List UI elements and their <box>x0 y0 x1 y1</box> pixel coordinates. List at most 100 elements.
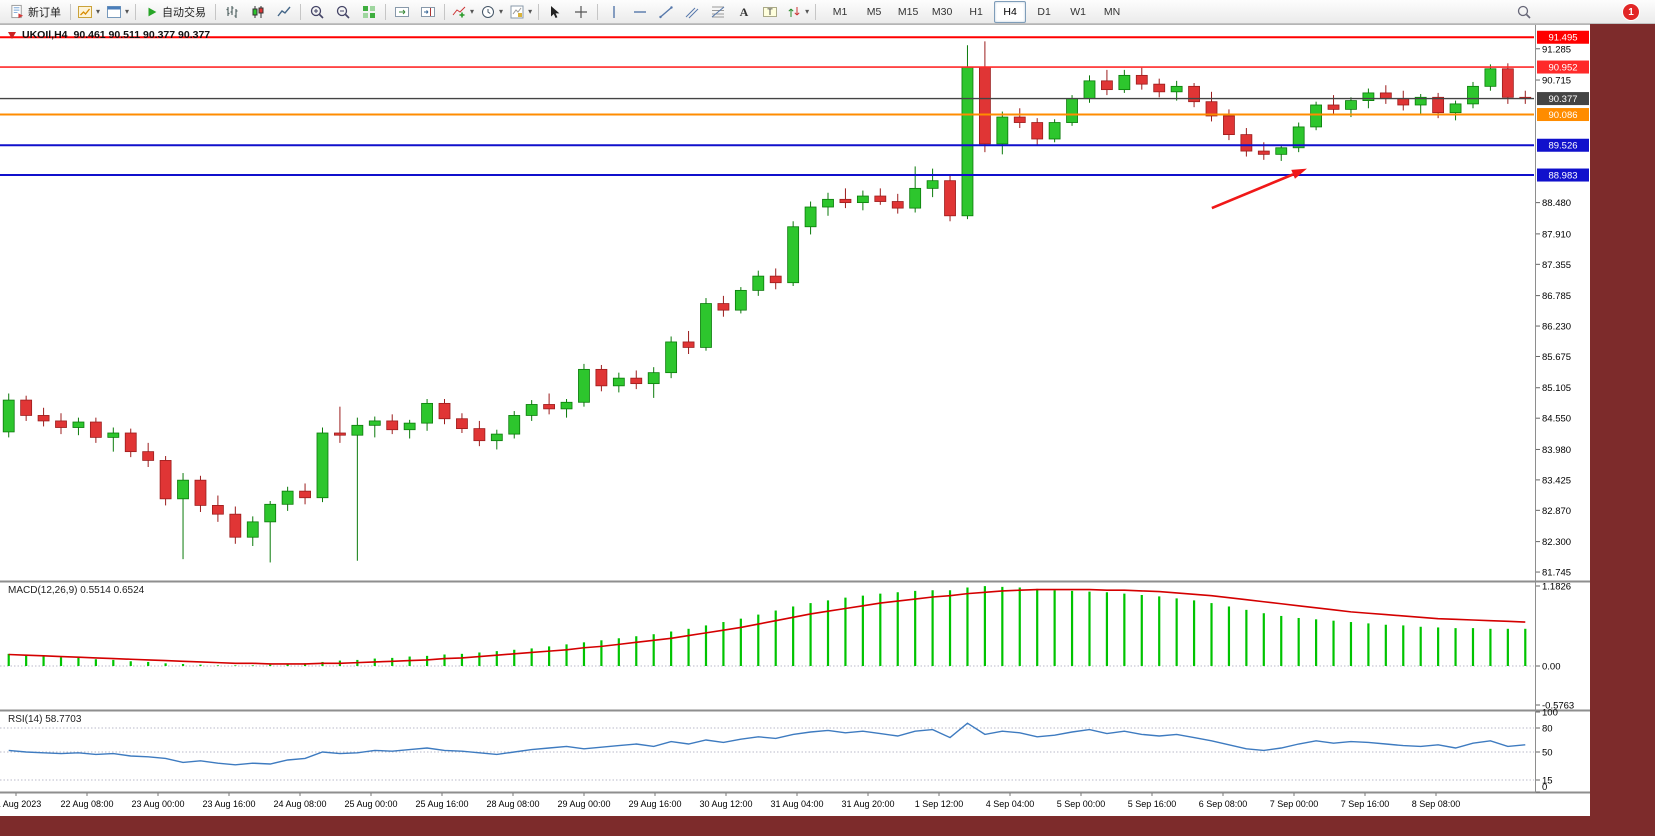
toolbar-separator <box>538 3 540 20</box>
svg-text:24 Aug 08:00: 24 Aug 08:00 <box>273 799 326 809</box>
horizontal-price-lines[interactable] <box>0 36 1534 177</box>
indicators-icon <box>451 4 467 20</box>
dropdown-caret-icon: ▾ <box>499 6 504 16</box>
new-order-button[interactable]: 新订单 <box>4 1 67 23</box>
zoom-out-button[interactable] <box>330 1 356 23</box>
tile-windows-button[interactable] <box>356 1 382 23</box>
bar-chart-button[interactable] <box>219 1 245 23</box>
cursor-button[interactable] <box>542 1 568 23</box>
svg-text:90.377: 90.377 <box>1548 94 1577 105</box>
macd-indicator: 1.1826 0.00 -0.5763 <box>0 582 1574 712</box>
chart-title: UKOIl,H4 90.461 90.511 90.377 90.377 <box>8 29 210 41</box>
indicators-button[interactable]: ▾ <box>448 1 477 23</box>
channel-icon <box>684 4 700 20</box>
svg-text:25 Aug 00:00: 25 Aug 00:00 <box>344 799 397 809</box>
macd-label: MACD(12,26,9) 0.5514 0.6524 <box>8 585 145 596</box>
svg-text:83.980: 83.980 <box>1542 445 1571 456</box>
text-label-button[interactable]: T <box>757 1 783 23</box>
svg-text:1 Sep 12:00: 1 Sep 12:00 <box>915 799 964 809</box>
text-label-icon: T <box>762 4 778 20</box>
trendline-button[interactable] <box>653 1 679 23</box>
svg-text:31 Aug 20:00: 31 Aug 20:00 <box>841 799 894 809</box>
chart-window[interactable]: 91.285 90.715 88.480 87.910 87.355 86.785 86.2… <box>0 24 1590 816</box>
auto-trading-button[interactable]: 自动交易 <box>139 1 212 23</box>
timeframe-m15-button[interactable]: M15 <box>897 5 919 18</box>
vertical-line-icon <box>606 4 622 20</box>
timeframe-d1-button[interactable]: D1 <box>1037 5 1051 18</box>
timeframe-m1-button[interactable]: M1 <box>832 5 848 18</box>
svg-text:86.230: 86.230 <box>1542 322 1571 333</box>
chart-canvas[interactable]: 91.285 90.715 88.480 87.910 87.355 86.785 86.2… <box>0 24 1590 816</box>
toolbar-separator <box>444 3 446 20</box>
svg-text:28 Aug 08:00: 28 Aug 08:00 <box>486 799 539 809</box>
svg-text:23 Aug 16:00: 23 Aug 16:00 <box>202 799 255 809</box>
dropdown-caret-icon: ▾ <box>125 6 130 16</box>
notification-badge[interactable]: 1 <box>1622 3 1640 21</box>
trend-arrow-annotation[interactable] <box>1211 168 1307 210</box>
svg-text:7 Sep 00:00: 7 Sep 00:00 <box>1270 799 1319 809</box>
text-button[interactable]: A <box>731 1 757 23</box>
chart-shift-button[interactable] <box>415 1 441 23</box>
rsi-indicator: 100 80 50 150 <box>0 708 1558 793</box>
svg-text:A: A <box>740 5 749 19</box>
templates-button[interactable]: ▾ <box>506 1 535 23</box>
svg-text:29 Aug 16:00: 29 Aug 16:00 <box>628 799 681 809</box>
zoom-in-button[interactable] <box>304 1 330 23</box>
auto-scroll-button[interactable] <box>389 1 415 23</box>
svg-text:0: 0 <box>1542 782 1547 793</box>
profiles-button[interactable]: ▾ <box>103 1 132 23</box>
svg-text:84.550: 84.550 <box>1542 414 1571 425</box>
arrows-button[interactable]: ▾ <box>783 1 812 23</box>
line-chart-button[interactable] <box>271 1 297 23</box>
svg-text:1.1826: 1.1826 <box>1542 582 1571 593</box>
dropdown-caret-icon: ▾ <box>96 6 101 16</box>
dropdown-caret-icon: ▾ <box>470 6 475 16</box>
new-chart-icon <box>77 4 93 20</box>
svg-text:87.910: 87.910 <box>1542 229 1571 240</box>
svg-text:83.425: 83.425 <box>1542 475 1571 486</box>
svg-text:7 Sep 16:00: 7 Sep 16:00 <box>1341 799 1390 809</box>
timeframe-mn-button[interactable]: MN <box>1103 5 1121 18</box>
channel-button[interactable] <box>679 1 705 23</box>
svg-text:90.715: 90.715 <box>1542 76 1571 87</box>
timeframe-m5-button[interactable]: M5 <box>866 5 882 18</box>
periods-button[interactable]: ▾ <box>477 1 506 23</box>
timeframe-h1-button[interactable]: H1 <box>969 5 983 18</box>
svg-text:81.745: 81.745 <box>1542 568 1571 579</box>
fibonacci-button[interactable] <box>705 1 731 23</box>
time-scale[interactable]: 21 Aug 2023 22 Aug 08:00 23 Aug 00:00 23 Au… <box>0 793 1460 809</box>
chart-frame <box>0 24 1590 816</box>
timeframe-m30-button[interactable]: M30 <box>931 5 953 18</box>
timeframe-group: M1 M5 M15 M30 H1 H4 D1 W1 MN <box>823 0 1129 23</box>
svg-text:31 Aug 04:00: 31 Aug 04:00 <box>770 799 823 809</box>
timeframe-w1-button[interactable]: W1 <box>1070 5 1086 18</box>
rsi-label: RSI(14) 58.7703 <box>8 714 82 725</box>
timeframe-h4-button[interactable]: H4 <box>994 0 1027 23</box>
price-scale[interactable]: 91.285 90.715 88.480 87.910 87.355 86.785 86.2… <box>1536 30 1589 579</box>
svg-text:15: 15 <box>1542 776 1553 787</box>
toolbar-separator <box>215 3 217 20</box>
vertical-line-button[interactable] <box>601 1 627 23</box>
search-icon[interactable] <box>1516 4 1532 25</box>
zoom-in-icon <box>309 4 325 20</box>
candlestick-icon <box>250 4 266 20</box>
svg-text:90.952: 90.952 <box>1548 63 1577 74</box>
candlestick-button[interactable] <box>245 1 271 23</box>
periods-icon <box>480 4 496 20</box>
toolbar: 新订单 ▾ ▾ 自动交易 ▾ ▾ ▾ A T <box>0 0 1655 24</box>
toolbar-separator <box>815 3 817 20</box>
svg-text:100: 100 <box>1542 708 1558 719</box>
panel-separators[interactable] <box>0 24 1590 794</box>
horizontal-line-button[interactable] <box>627 1 653 23</box>
svg-text:22 Aug 08:00: 22 Aug 08:00 <box>60 799 113 809</box>
toolbar-separator <box>70 3 71 20</box>
line-chart-icon <box>276 4 292 20</box>
auto-scroll-icon <box>394 4 410 20</box>
new-chart-button[interactable]: ▾ <box>74 1 103 23</box>
svg-text:-0.5763: -0.5763 <box>1542 701 1574 712</box>
svg-text:T: T <box>767 7 773 17</box>
profiles-icon <box>106 4 122 20</box>
crosshair-button[interactable] <box>568 1 594 23</box>
chart-symbol-timeframe: UKOIl,H4 <box>22 29 68 41</box>
toolbar-separator <box>300 3 302 20</box>
